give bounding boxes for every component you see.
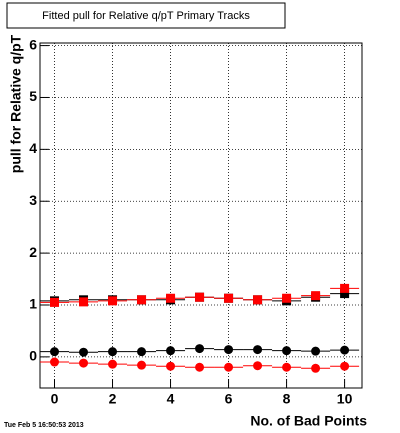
- marker: [166, 346, 176, 356]
- marker: [224, 345, 234, 355]
- marker: [282, 362, 292, 372]
- y-tick-label: 6: [29, 36, 37, 52]
- marker: [253, 361, 263, 371]
- marker: [282, 346, 292, 356]
- marker: [224, 293, 234, 303]
- marker: [311, 363, 321, 373]
- marker: [340, 283, 350, 293]
- marker: [195, 292, 205, 302]
- marker: [166, 293, 176, 303]
- marker: [108, 296, 118, 306]
- x-tick-label: 2: [109, 391, 117, 407]
- y-tick-label: 1: [29, 296, 37, 312]
- plot-frame: [39, 42, 363, 389]
- marker: [195, 344, 205, 354]
- title-box: [6, 2, 286, 29]
- marker: [108, 359, 118, 369]
- marker: [311, 291, 321, 301]
- marker: [195, 362, 205, 372]
- marker: [340, 361, 350, 371]
- marker: [137, 347, 147, 357]
- marker: [79, 358, 89, 368]
- y-axis-label: pull for Relative q/pT: [8, 34, 24, 173]
- marker: [340, 289, 350, 299]
- marker: [137, 295, 147, 305]
- y-tick-label: 3: [29, 192, 37, 208]
- y-tick-label: 4: [29, 140, 37, 156]
- x-tick-label: 10: [337, 391, 353, 407]
- x-tick-label: 4: [167, 391, 175, 407]
- marker: [311, 346, 321, 356]
- marker: [50, 297, 60, 307]
- marker: [253, 295, 263, 305]
- chart-title: Fitted pull for Relative q/pT Primary Tr…: [42, 10, 250, 22]
- x-tick-label: 8: [283, 391, 291, 407]
- timestamp: Tue Feb 5 16:50:53 2013: [4, 422, 84, 429]
- y-tick-label: 0: [29, 348, 37, 364]
- x-tick-label: 0: [51, 391, 59, 407]
- y-tick-label: 5: [29, 88, 37, 104]
- x-axis-label: No. of Bad Points: [250, 413, 367, 429]
- marker: [166, 361, 176, 371]
- marker: [79, 297, 89, 307]
- y-tick-label: 2: [29, 244, 37, 260]
- marker: [50, 357, 60, 367]
- marker: [224, 362, 234, 372]
- marker: [108, 347, 118, 357]
- marker: [50, 347, 60, 357]
- marker: [253, 345, 263, 355]
- marker: [79, 347, 89, 357]
- marker: [282, 293, 292, 303]
- x-tick-label: 6: [225, 391, 233, 407]
- marker: [137, 360, 147, 370]
- marker: [340, 345, 350, 355]
